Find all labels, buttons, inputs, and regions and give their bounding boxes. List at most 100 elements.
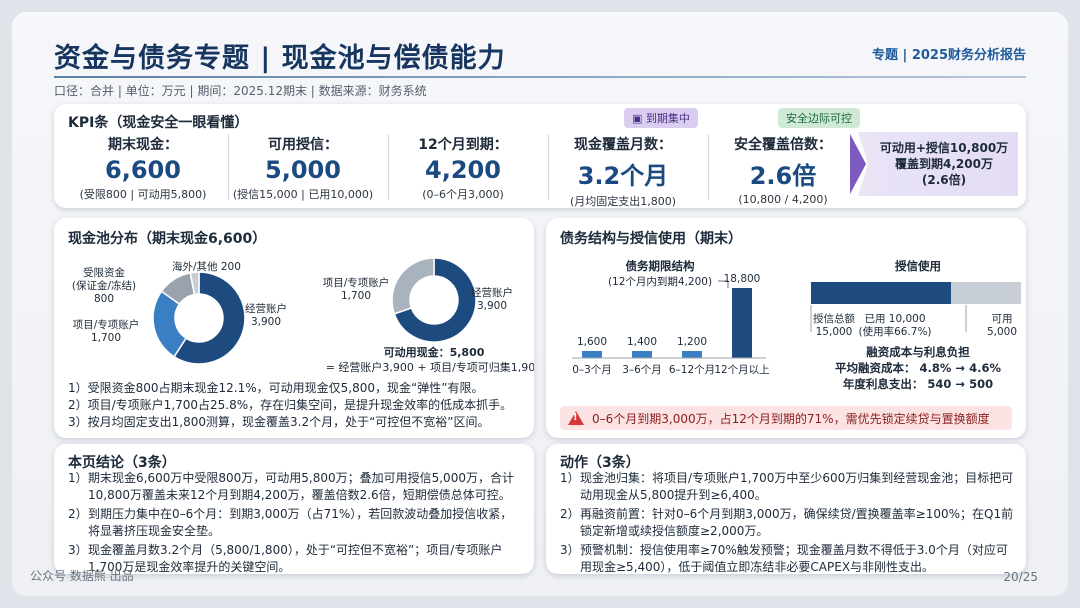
maturity-bar: [582, 351, 602, 358]
donut-slice: [393, 257, 477, 343]
kpi-value: 4,200: [425, 156, 501, 184]
debt-card: 债务结构与授信使用（期末） 债务期限结构 (12个月内到期4,200) 1,60…: [546, 218, 1026, 438]
label-project-2: 项目/专项账户: [323, 276, 390, 289]
conclusion-card: 本页结论（3条） 1） 期末现金6,600万中受限800万，可动用5,800万；…: [54, 444, 534, 574]
maturity-bars: 1,600 0–3个月 1,400 3–6个月 1,200 6–12个月 18,800 12个…: [572, 273, 770, 376]
bar-category-label: 0–3个月: [572, 364, 612, 376]
kpi-12m-maturity: 12个月到期： 4,200 (0–6个月3,000): [388, 134, 538, 202]
kpi-label: 可用授信：: [268, 137, 338, 153]
debt-card-title: 债务结构与授信使用（期末）: [560, 231, 742, 247]
label-operating-2-value: 3,900: [477, 300, 507, 312]
cash-pool-notes: 1）受限资金800占期末现金12.1%，可动用现金仅5,800，现金“弹性”有限…: [68, 380, 512, 431]
donut-slice: [173, 271, 246, 365]
note-item: 2）项目/专项账户1,700占25.8%，存在归集空间，是提升现金效率的低成本抓…: [68, 398, 513, 412]
kpi-sub: (授信15,000 | 已用10,000): [232, 188, 374, 201]
conclusion-list: 1） 期末现金6,600万中受限800万，可动用5,800万；叠加可用授信5,0…: [68, 470, 524, 578]
available-cash-line: 可动用现金：5,800: [384, 345, 485, 359]
maturity-bar: [682, 351, 702, 358]
credit-used-label: 已用 10,000: [864, 313, 925, 325]
cost-line-rate: 平均融资成本： 4.8% → 4.6%: [835, 361, 1001, 375]
list-item: 2） 到期压力集中在0–6个月：到期3,000万（占71%），若回款波动叠加授信…: [68, 506, 524, 540]
bar-value-label: 1,400: [627, 336, 657, 348]
bar-value-label: 1,200: [677, 336, 707, 348]
kpi-sub: (月均固定支出1,800): [569, 195, 677, 208]
bar-category-label: 3–6个月: [622, 364, 662, 376]
label-project: 项目/专项账户: [73, 318, 140, 331]
kpi-card: KPI条（现金安全一眼看懂） ▣ 到期集中 安全边际可控 期末现金： 6,600…: [54, 104, 1026, 208]
list-text: 现金覆盖月数3.2个月（5,800/1,800），处于“可控但不宽裕”；项目/专…: [88, 543, 503, 574]
page-number: 20/25: [1003, 570, 1038, 584]
maturity-bar: [732, 288, 752, 358]
note-item: 3）按月均固定支出1,800测算，现金覆盖3.2个月，处于“可控但不宽裕”区间。: [68, 415, 490, 429]
summary-arrow-icon: [850, 134, 866, 194]
kpi-label: 安全覆盖倍数：: [734, 137, 832, 153]
list-item: 3） 预警机制：授信使用率≥70%触发预警；现金覆盖月数不得低于3.0个月（对应…: [560, 542, 1016, 576]
debt-charts: 债务期限结构 (12个月内到期4,200) 1,600 0–3个月 1,400 3–6…: [572, 259, 1021, 391]
summary-line: (2.6倍): [921, 173, 967, 188]
actions-title: 动作（3条）: [560, 455, 640, 471]
kpi-coverage-months: 现金覆盖月数： 3.2个月 (月均固定支出1,800): [548, 134, 698, 209]
kpi-summary: 可动用+授信10,800万 覆盖到期4,200万 (2.6倍): [858, 132, 1018, 196]
list-number: 2）: [560, 507, 580, 521]
kpi-divider: [388, 134, 389, 200]
page-title: 资金与债务专题 | 现金池与偿债能力: [54, 43, 506, 74]
kpi-safety-multiple: 安全覆盖倍数： 2.6倍 (10,800 / 4,200): [708, 134, 858, 206]
cash-pool-charts: 受限资金 (保证金/冻结) 800 海外/其他 200 项目/专项账户 1,70…: [72, 257, 534, 374]
actions-list: 1） 现金池归集：将项目/专项账户1,700万中至少600万归集到经营现金池；目…: [560, 470, 1016, 578]
conclusion-title: 本页结论（3条）: [68, 455, 176, 471]
kpi-available-credit: 可用授信： 5,000 (授信15,000 | 已用10,000): [228, 134, 378, 202]
list-item: 3） 现金覆盖月数3.2个月（5,800/1,800），处于“可控但不宽裕”；项…: [68, 542, 524, 576]
maturity-chart-subtitle: (12个月内到期4,200): [608, 275, 712, 288]
credit-used-rate: (使用率66.7%): [858, 325, 931, 338]
credit-segment: [811, 282, 951, 304]
title-divider: [54, 76, 1026, 78]
cost-title: 融资成本与利息负担: [866, 345, 970, 359]
credit-bar: [811, 282, 1021, 304]
label-operating: 经营账户: [245, 302, 287, 315]
label-project-value: 1,700: [91, 332, 121, 344]
list-item: 1） 期末现金6,600万中受限800万，可动用5,800万；叠加可用授信5,0…: [68, 470, 524, 504]
cash-pool-title: 现金池分布（期末现金6,600）: [68, 231, 267, 247]
label-restricted-value: 800: [94, 293, 114, 305]
bar-category-label: 12个月以上: [714, 364, 769, 376]
list-item: 2） 再融资前置：针对0–6个月到期3,000万，确保续贷/置换覆盖率≥100%…: [560, 506, 1016, 540]
kpi-sub: (0–6个月3,000): [422, 188, 504, 201]
kpi-label: 12个月到期：: [418, 137, 508, 153]
credit-total-value: 15,000: [816, 326, 853, 338]
actions-card: 动作（3条） 1） 现金池归集：将项目/专项账户1,700万中至少600万归集到…: [546, 444, 1026, 574]
bar-category-label: 6–12个月: [669, 364, 715, 376]
list-text: 期末现金6,600万中受限800万，可动用5,800万；叠加可用授信5,000万…: [88, 471, 514, 502]
donut-available-cash: [391, 257, 477, 343]
maturity-alert: 0–6个月到期3,000万，占12个月到期的71%，需优先锁定续贷与置换额度: [560, 406, 1012, 430]
list-number: 1）: [560, 471, 580, 485]
credit-avail-value: 5,000: [987, 326, 1017, 338]
label-project-2-value: 1,700: [341, 290, 371, 302]
label-restricted-note: (保证金/冻结): [72, 279, 136, 292]
note-item: 1）受限资金800占期末现金12.1%，可动用现金仅5,800，现金“弹性”有限…: [68, 381, 484, 395]
kpi-value: 2.6倍: [749, 162, 817, 190]
maturity-badge: ▣ 到期集中: [624, 108, 698, 128]
list-text: 现金池归集：将项目/专项账户1,700万中至少600万归集到经营现金池；目标把可…: [580, 471, 1014, 502]
maturity-bar: [632, 351, 652, 358]
donut-slice: [391, 257, 435, 315]
kpi-label: 现金覆盖月数：: [574, 137, 672, 153]
donut-cash-distribution: [152, 271, 246, 365]
summary-line: 可动用+授信10,800万: [879, 140, 1009, 155]
list-number: 3）: [68, 543, 88, 557]
kpi-sub: (受限800 | 可动用5,800): [79, 188, 207, 201]
slide: 资金与债务专题 | 现金池与偿债能力 专题 | 2025财务分析报告 口径：合并…: [12, 12, 1068, 596]
list-number: 1）: [68, 471, 88, 485]
briefcase-icon: ▣: [632, 112, 646, 125]
list-number: 3）: [560, 543, 580, 557]
donut-slice: [189, 271, 200, 296]
credit-total-label: 授信总额: [813, 312, 855, 325]
warning-icon: [568, 411, 584, 425]
credit-avail-label: 可用: [992, 313, 1013, 325]
cash-pool-card: 现金池分布（期末现金6,600） 受限资金 (保证金/冻结) 800 海外/其他…: [54, 218, 534, 438]
kpi-ending-cash: 期末现金： 6,600 (受限800 | 可动用5,800): [68, 134, 218, 202]
safe-badge: 安全边际可控: [778, 108, 860, 128]
bracket-line: [718, 280, 729, 288]
kpi-label: 期末现金：: [108, 137, 178, 153]
footer-source: 公众号 数据熊 出品: [30, 569, 134, 583]
kpi-divider: [708, 134, 709, 200]
